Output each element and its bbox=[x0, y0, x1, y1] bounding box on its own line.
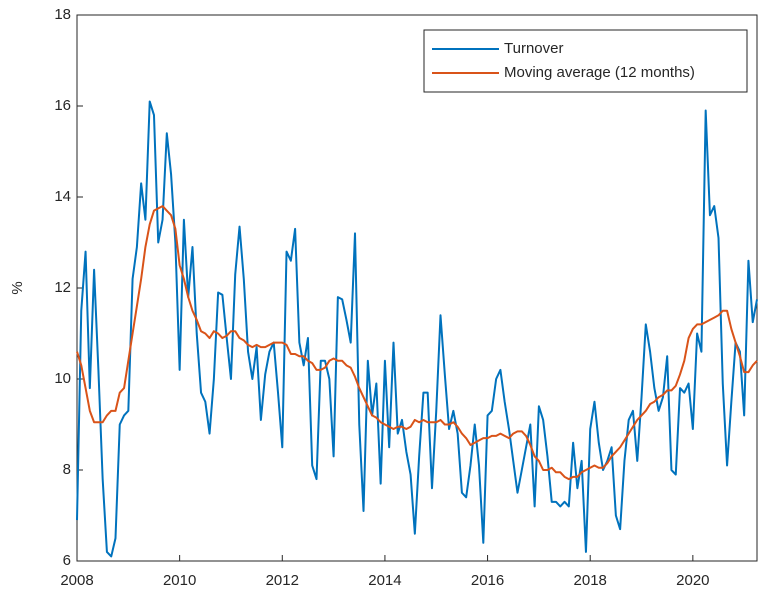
x-tick-label: 2016 bbox=[471, 572, 504, 589]
x-tick-label: 2018 bbox=[574, 572, 607, 589]
x-tick-label: 2012 bbox=[266, 572, 299, 589]
y-tick-label: 10 bbox=[54, 370, 71, 387]
x-tick-label: 2014 bbox=[368, 572, 401, 589]
y-tick-label: 6 bbox=[63, 552, 71, 569]
y-axis-label: % bbox=[9, 281, 26, 294]
x-tick-label: 2010 bbox=[163, 572, 196, 589]
series-line bbox=[76, 205, 758, 481]
x-tick-label: 2020 bbox=[676, 572, 709, 589]
series-line bbox=[76, 100, 758, 558]
plot-area bbox=[76, 14, 758, 562]
y-tick-label: 16 bbox=[54, 97, 71, 114]
y-tick-label: 14 bbox=[54, 188, 71, 205]
legend-label: Moving average (12 months) bbox=[504, 64, 695, 81]
legend-box bbox=[423, 29, 748, 93]
y-tick-label: 8 bbox=[63, 461, 71, 478]
x-tick-label: 2008 bbox=[60, 572, 93, 589]
legend-label: Turnover bbox=[504, 40, 563, 57]
y-tick-label: 12 bbox=[54, 279, 71, 296]
y-tick-label: 18 bbox=[54, 6, 71, 23]
